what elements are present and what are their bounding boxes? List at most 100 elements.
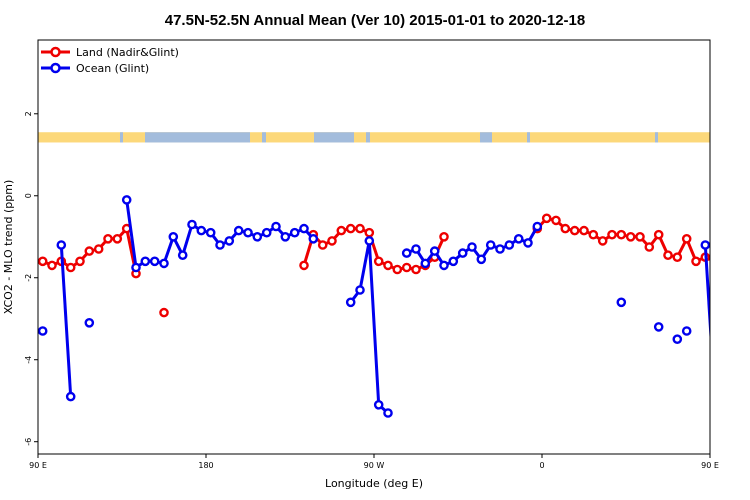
series-1-point-5-13 — [523, 238, 533, 248]
series-0-point-0-8 — [112, 233, 123, 244]
series-1-point-3-6 — [177, 250, 188, 260]
series-1-point-5-8 — [476, 254, 487, 265]
series-1-point-4-3 — [373, 399, 384, 410]
series-0-line-2 — [302, 227, 446, 271]
series-1-point-0-0 — [38, 326, 48, 336]
series-0-point-3-16 — [681, 233, 692, 244]
series-1-point-5-0 — [401, 248, 412, 258]
series-1-point-4-1 — [355, 285, 365, 295]
series-1-point-1-0 — [56, 240, 67, 250]
series-0-point-3-14 — [663, 250, 673, 260]
x-tick-label-4: 90 E — [701, 461, 719, 470]
series-0-point-2-0 — [299, 260, 309, 271]
series-layer — [38, 195, 710, 418]
series-1-point-4-4 — [383, 408, 393, 418]
series-1-point-5-10 — [495, 244, 505, 254]
series-1-point-3-16 — [271, 221, 281, 232]
series-1-point-3-1 — [131, 262, 141, 273]
series-0-point-2-15 — [439, 231, 449, 242]
series-1-point-5-2 — [420, 258, 431, 269]
series-0-point-3-8 — [607, 229, 617, 240]
strip-ocean-fleck-1 — [262, 132, 266, 143]
series-1-point-5-5 — [448, 256, 459, 267]
x-axis-label: Longitude (deg E) — [325, 477, 423, 490]
strip-ocean-fleck-3 — [527, 132, 530, 143]
series-1-point-3-14 — [252, 231, 263, 242]
legend-ocean-label: Ocean (Glint) — [76, 62, 149, 75]
y-axis: 2 0 -2 -4 -6 — [24, 111, 38, 446]
series-0-point-2-10 — [392, 264, 403, 275]
series-0-point-3-7 — [597, 236, 608, 246]
series-1-point-3-17 — [280, 231, 291, 242]
y-tick-label-1: 0 — [24, 193, 33, 198]
x-tick-label-3: 0 — [539, 461, 544, 470]
series-1-point-3-11 — [224, 236, 235, 246]
strip-ocean-0 — [145, 132, 250, 143]
series-0-point-3-15 — [672, 252, 683, 263]
series-0-point-0-7 — [103, 233, 113, 244]
series-1-point-9-0 — [681, 326, 692, 336]
series-1-point-3-5 — [168, 231, 179, 242]
series-1-point-5-12 — [513, 233, 524, 244]
y-tick-label-0: 2 — [24, 111, 33, 116]
series-1-point-5-7 — [467, 242, 477, 252]
series-0-point-1-0 — [159, 307, 169, 318]
series-0-point-3-17 — [691, 256, 701, 267]
x-axis: 90 E 180 90 W 0 90 E — [29, 454, 719, 470]
chart-title: 47.5N-52.5N Annual Mean (Ver 10) 2015-01… — [165, 12, 585, 29]
series-0-point-3-3 — [560, 223, 571, 234]
series-1-point-8-0 — [672, 334, 683, 345]
series-0-point-3-1 — [541, 213, 552, 224]
series-1-point-3-7 — [187, 219, 197, 230]
legend-land-marker — [50, 46, 61, 58]
legend: Land (Nadir&Glint) Ocean (Glint) — [41, 46, 179, 75]
land-sea-strip — [38, 132, 710, 143]
series-1-point-5-4 — [439, 260, 449, 271]
series-1-point-5-1 — [411, 244, 421, 254]
series-1-point-3-0 — [121, 195, 132, 205]
series-1-point-7-0 — [653, 322, 664, 332]
series-1-point-5-9 — [485, 240, 496, 250]
x-tick-label-2: 90 W — [364, 461, 385, 470]
series-1-point-2-0 — [84, 317, 95, 328]
series-0-point-2-7 — [364, 227, 375, 238]
series-1-point-3-9 — [205, 227, 216, 238]
series-0-point-3-10 — [625, 231, 636, 242]
series-0-point-3-4 — [569, 225, 580, 236]
series-0-point-2-6 — [355, 223, 365, 234]
series-1-point-4-2 — [364, 236, 375, 246]
series-1-point-5-3 — [429, 246, 440, 256]
series-0-point-3-11 — [635, 231, 645, 242]
series-0-point-3-13 — [653, 229, 664, 240]
series-1-point-5-6 — [457, 248, 468, 258]
legend-ocean-marker — [50, 62, 61, 74]
series-0-point-0-5 — [84, 246, 95, 256]
series-1-point-3-19 — [299, 223, 309, 234]
series-1-point-3-20 — [308, 233, 319, 244]
series-1-point-4-0 — [345, 297, 356, 308]
series-1-point-5-14 — [532, 221, 543, 232]
series-0-point-0-4 — [75, 256, 85, 267]
series-1-point-1-1 — [65, 391, 76, 402]
strip-ocean-fleck-4 — [655, 132, 658, 143]
series-1-point-3-8 — [196, 225, 207, 236]
series-0-point-0-6 — [93, 244, 104, 254]
series-0-point-0-0 — [38, 256, 48, 267]
strip-ocean-fleck-2 — [366, 132, 370, 143]
series-1-point-3-13 — [243, 227, 253, 238]
series-0-point-3-9 — [616, 229, 627, 240]
series-1-point-10-0 — [700, 240, 710, 250]
y-tick-label-3: -4 — [24, 356, 33, 364]
series-0-point-2-4 — [336, 225, 347, 236]
series-0-point-0-1 — [47, 260, 57, 271]
series-1-line-10 — [703, 244, 710, 346]
series-0-point-2-9 — [383, 260, 393, 271]
series-1-point-3-18 — [289, 227, 300, 238]
series-0-point-2-11 — [401, 262, 412, 273]
strip-land — [38, 132, 710, 143]
series-1-point-3-3 — [149, 256, 160, 267]
strip-ocean-fleck-0 — [120, 132, 123, 143]
series-1-point-3-4 — [159, 258, 169, 269]
y-tick-label-4: -6 — [24, 438, 33, 446]
series-1-point-3-10 — [215, 240, 225, 250]
